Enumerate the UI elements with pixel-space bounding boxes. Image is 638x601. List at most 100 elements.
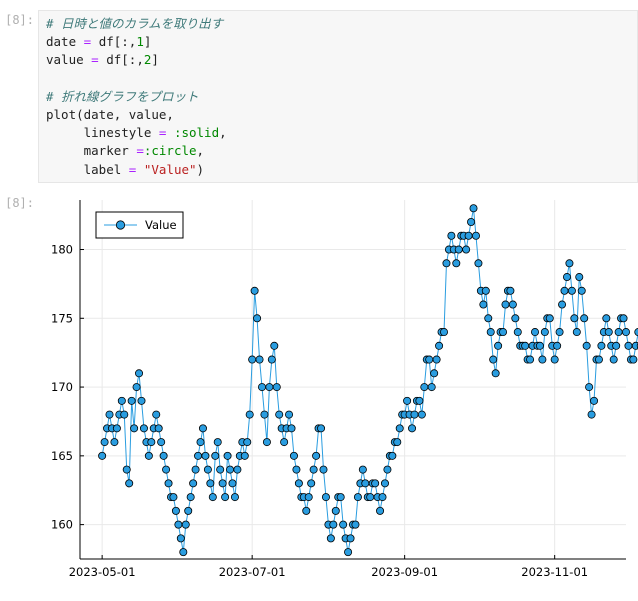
- data-point: [130, 424, 139, 433]
- data-point: [634, 328, 638, 337]
- input-prompt: [8]:: [5, 13, 34, 27]
- line-chart: 160 165 170 175 180 2023-05-01 2023-07-01 2023-…: [51, 200, 638, 579]
- data-point: [353, 493, 362, 502]
- data-point: [469, 204, 478, 213]
- data-point: [545, 314, 554, 323]
- data-point: [262, 438, 271, 447]
- code-text: ): [196, 161, 205, 177]
- data-point: [435, 341, 444, 350]
- data-point: [378, 493, 387, 502]
- data-point: [467, 218, 476, 227]
- data-point: [447, 231, 456, 240]
- data-point: [629, 355, 638, 364]
- data-point: [572, 328, 581, 337]
- code-text: ,: [219, 125, 227, 141]
- tick-label-x: 2023-05-01: [69, 565, 136, 579]
- data-point: [132, 383, 141, 392]
- code-text: df[:,: [98, 52, 144, 68]
- output-prompt: [8]:: [5, 196, 34, 210]
- data-point: [110, 438, 119, 447]
- code-operator: =: [91, 52, 99, 68]
- data-point: [280, 438, 289, 447]
- data-point: [257, 383, 266, 392]
- data-point: [540, 328, 549, 337]
- code-symbol: :circle: [143, 143, 197, 159]
- data-point: [162, 465, 171, 474]
- data-point: [388, 451, 397, 460]
- data-point: [255, 355, 264, 364]
- data-point: [602, 314, 611, 323]
- data-point: [329, 520, 338, 529]
- data-point: [597, 341, 606, 350]
- data-point: [223, 451, 232, 460]
- data-point: [555, 328, 564, 337]
- data-point: [481, 286, 490, 295]
- data-point: [558, 300, 567, 309]
- data-point: [253, 314, 262, 323]
- data-point: [267, 355, 276, 364]
- data-point: [550, 355, 559, 364]
- code-text: ]: [143, 34, 152, 50]
- code-text: df[:,: [91, 34, 137, 50]
- data-point: [575, 273, 584, 282]
- data-point: [336, 493, 345, 502]
- data-point: [430, 369, 439, 378]
- tick-label-x: 2023-07-01: [219, 565, 286, 579]
- data-point: [474, 259, 483, 268]
- code-string: "Value": [136, 161, 197, 177]
- code-text: label: [46, 161, 129, 177]
- data-point: [486, 328, 495, 337]
- data-point: [181, 520, 190, 529]
- data-point: [120, 410, 129, 419]
- data-point: [530, 328, 539, 337]
- data-point: [260, 410, 269, 419]
- legend: Value: [95, 211, 184, 239]
- data-point: [526, 355, 535, 364]
- data-point: [230, 493, 239, 502]
- data-point: [201, 451, 210, 460]
- data-point: [553, 341, 562, 350]
- data-point: [270, 341, 279, 350]
- data-point: [216, 465, 225, 474]
- output-area: 160 165 170 175 180 2023-05-01 2023-07-01 2023-…: [38, 192, 638, 597]
- data-point: [309, 465, 318, 474]
- data-point: [442, 259, 451, 268]
- data-point: [285, 410, 294, 419]
- code-cell[interactable]: # 日時と値のカラムを取り出す date = df[:,1] value = d…: [38, 10, 638, 183]
- data-point: [228, 479, 237, 488]
- data-point: [194, 451, 203, 460]
- data-point: [135, 369, 144, 378]
- data-point: [196, 438, 205, 447]
- data-point: [189, 479, 198, 488]
- data-point: [139, 424, 148, 433]
- data-point: [560, 286, 569, 295]
- data-point: [432, 355, 441, 364]
- data-point: [331, 506, 340, 515]
- data-point: [366, 493, 375, 502]
- data-point: [339, 520, 348, 529]
- data-point: [479, 300, 488, 309]
- data-point: [294, 479, 303, 488]
- code-text: plot(date, value,: [46, 107, 174, 123]
- data-point: [302, 506, 311, 515]
- data-point: [371, 479, 380, 488]
- data-point: [319, 465, 328, 474]
- data-point: [612, 341, 621, 350]
- data-point: [604, 328, 613, 337]
- code-editor[interactable]: # 日時と値のカラムを取り出す date = df[:,1] value = d…: [39, 11, 637, 179]
- code-operator: =: [83, 34, 92, 50]
- data-point: [358, 465, 367, 474]
- data-point: [585, 383, 594, 392]
- data-point: [501, 300, 510, 309]
- data-point: [218, 479, 227, 488]
- data-point: [221, 493, 230, 502]
- data-point: [98, 451, 107, 460]
- data-point: [570, 314, 579, 323]
- data-point: [489, 355, 498, 364]
- data-point: [112, 424, 121, 433]
- data-point: [250, 286, 259, 295]
- data-point: [594, 355, 603, 364]
- data-point: [577, 286, 586, 295]
- data-point: [275, 410, 284, 419]
- data-point: [321, 493, 330, 502]
